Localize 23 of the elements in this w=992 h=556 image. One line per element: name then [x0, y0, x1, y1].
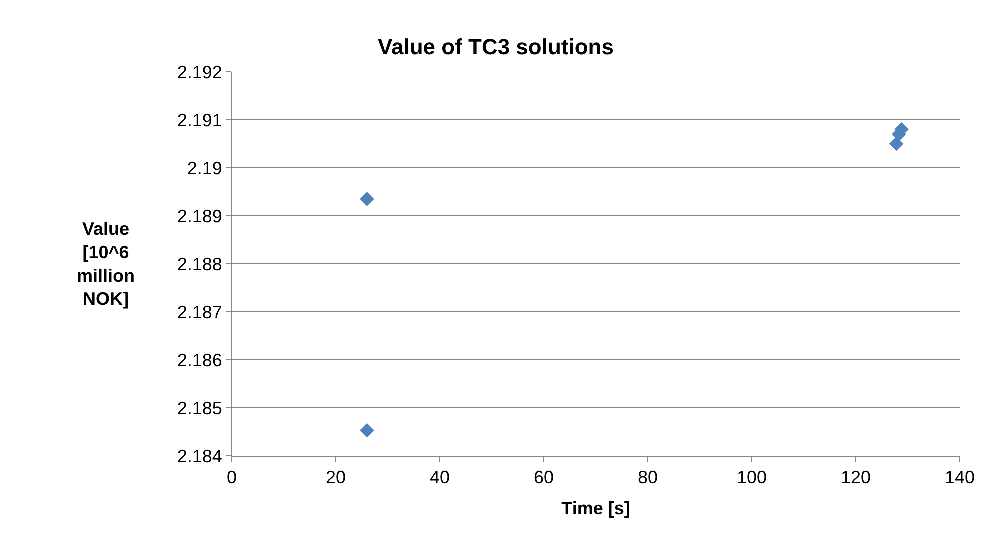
- y-axis-title: Value [10^6 million NOK]: [77, 219, 135, 310]
- y-tick-label: 2.184: [177, 446, 222, 466]
- chart-title: Value of TC3 solutions: [378, 34, 614, 60]
- x-tick-label: 60: [534, 468, 554, 488]
- y-tick-label: 2.189: [177, 206, 222, 226]
- point: [360, 423, 374, 438]
- x-tick-label: 100: [736, 468, 768, 488]
- x-tick-label: 0: [226, 468, 238, 488]
- x-tick-label: 120: [840, 468, 872, 488]
- x-tick-label: 80: [638, 468, 658, 488]
- y-tick-label: 2.188: [177, 254, 222, 274]
- point: [360, 192, 374, 206]
- y-tick-label: 2.192: [177, 62, 222, 82]
- x-tick-label: 140: [944, 468, 976, 488]
- y-tick-label: 2.187: [177, 302, 222, 322]
- x-tick-label: 20: [326, 468, 346, 488]
- y-tick-label: 2.186: [177, 350, 222, 370]
- x-tick-label: 40: [430, 468, 450, 488]
- point: [889, 136, 904, 152]
- y-tick-label: 2.19: [187, 158, 222, 178]
- x-axis-title: Time [s]: [562, 498, 630, 519]
- y-tick-label: 2.191: [177, 110, 222, 130]
- y-tick-label: 2.185: [177, 398, 222, 418]
